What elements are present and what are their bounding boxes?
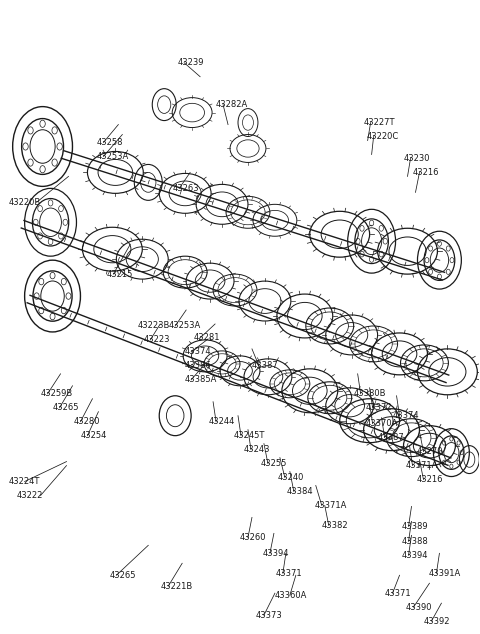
- Text: 43240: 43240: [278, 473, 304, 482]
- Text: 43371A: 43371A: [406, 461, 438, 470]
- Text: 43220B: 43220B: [9, 198, 41, 207]
- Text: 43373: 43373: [256, 611, 283, 619]
- Text: 43263: 43263: [172, 184, 199, 193]
- Text: 43281: 43281: [193, 333, 220, 342]
- Text: 43216: 43216: [417, 475, 443, 484]
- Text: 43389: 43389: [402, 522, 428, 531]
- Text: 43254: 43254: [81, 431, 107, 440]
- Text: 43239: 43239: [177, 58, 204, 67]
- Text: 43374: 43374: [184, 347, 211, 356]
- Text: 43382: 43382: [322, 521, 348, 530]
- Text: 43380B: 43380B: [354, 389, 386, 398]
- Text: 43360A: 43360A: [275, 591, 307, 600]
- Text: 43223B: 43223B: [137, 321, 169, 330]
- Text: 43374: 43374: [393, 411, 419, 420]
- Text: 43370A: 43370A: [366, 419, 398, 428]
- Text: 43387: 43387: [378, 433, 404, 442]
- Text: 43258: 43258: [96, 138, 123, 147]
- Text: 43384: 43384: [287, 487, 313, 496]
- Text: 43387: 43387: [252, 361, 279, 370]
- Text: 43270: 43270: [417, 447, 443, 456]
- Text: 43260: 43260: [240, 533, 266, 542]
- Text: 43371: 43371: [276, 569, 302, 578]
- Text: 43280: 43280: [73, 417, 100, 426]
- Text: 43230: 43230: [404, 154, 430, 163]
- Text: 43385A: 43385A: [184, 375, 216, 384]
- Text: 43372: 43372: [366, 403, 392, 412]
- Text: 43371: 43371: [384, 589, 411, 598]
- Text: 43215: 43215: [107, 269, 133, 278]
- Text: 43227T: 43227T: [364, 118, 395, 127]
- Text: 43220C: 43220C: [367, 132, 399, 141]
- Text: 43394: 43394: [263, 549, 289, 558]
- Text: 43265: 43265: [109, 571, 136, 579]
- Text: 43221B: 43221B: [160, 582, 192, 591]
- Text: 43222: 43222: [17, 491, 43, 500]
- Text: 43255: 43255: [261, 459, 288, 468]
- Text: 43253A: 43253A: [168, 321, 201, 330]
- Text: 43394: 43394: [402, 551, 428, 560]
- Text: 43224T: 43224T: [9, 477, 40, 486]
- Text: 43253A: 43253A: [96, 152, 129, 161]
- Text: 43259B: 43259B: [41, 389, 73, 398]
- Text: 43243: 43243: [244, 445, 271, 454]
- Text: 43244: 43244: [209, 417, 236, 426]
- Text: 43391A: 43391A: [429, 569, 461, 578]
- Text: 43282A: 43282A: [216, 100, 248, 109]
- Text: 43388: 43388: [402, 537, 428, 546]
- Text: 43265: 43265: [52, 403, 79, 412]
- Text: 43223: 43223: [144, 335, 170, 344]
- Text: 43245T: 43245T: [234, 431, 265, 440]
- Text: 43390: 43390: [406, 603, 432, 612]
- Text: 43216: 43216: [412, 168, 439, 177]
- Text: 43386: 43386: [184, 361, 211, 370]
- Text: 43392: 43392: [423, 617, 450, 626]
- Text: 43371A: 43371A: [315, 501, 347, 510]
